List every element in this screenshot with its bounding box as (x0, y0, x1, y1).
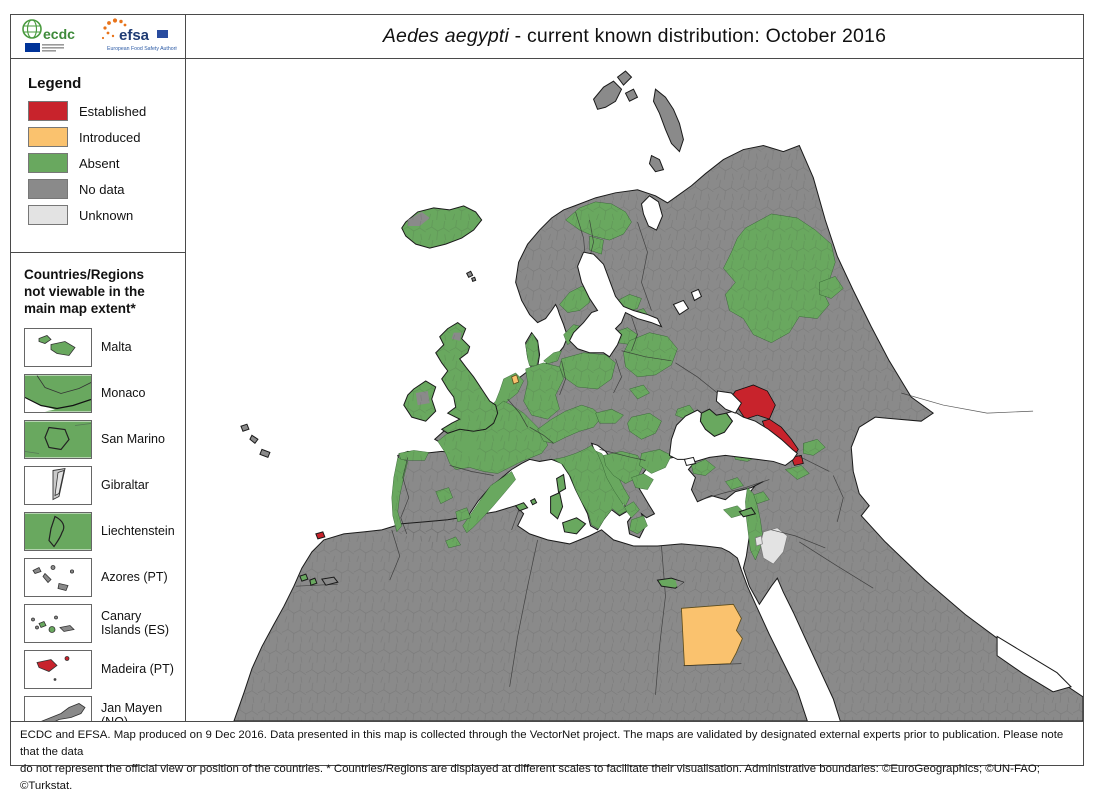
legend-swatch-introduced (28, 127, 68, 147)
page: ecdc efsa European Food Safety Authority… (10, 14, 1084, 793)
legend-label: Established (79, 103, 147, 119)
inset-regions-list: Countries/Regions not viewable in the ma… (11, 253, 185, 735)
madeira-inset-map (24, 649, 92, 689)
canary-islands-inset-map (24, 603, 92, 643)
legend-item-absent: Absent (28, 153, 185, 173)
legend-item-introduced: Introduced (28, 127, 185, 147)
legend-label: No data (79, 181, 125, 197)
efsa-wordmark: efsa (119, 27, 150, 44)
list-item-azores: Azores (PT) (24, 557, 177, 597)
list-item-gibraltar: Gibraltar (24, 465, 177, 505)
list-item-monaco: Monaco (24, 373, 177, 413)
liechtenstein-inset-map (24, 511, 92, 551)
legend-swatch-no-data (28, 179, 68, 199)
list-item-label: Gibraltar (101, 477, 149, 492)
gibraltar-inset-map (24, 465, 92, 505)
list-item-madeira: Madeira (PT) (24, 649, 177, 689)
europe-distribution-map (186, 59, 1083, 721)
region-azores (240, 423, 271, 459)
region-sardinia (550, 491, 564, 520)
legend-label: Unknown (79, 207, 134, 223)
ecdc-wordmark: ecdc (43, 26, 75, 42)
islands (240, 70, 757, 589)
region-corsica (556, 473, 567, 494)
legend-swatch-unknown (28, 205, 68, 225)
legend-item-unknown: Unknown (28, 205, 185, 225)
monaco-inset-map (24, 373, 92, 413)
ecdc-logo: ecdc (22, 18, 75, 52)
sea-of-marmara (683, 456, 697, 467)
region-sicily (561, 517, 587, 535)
efsa-logo: efsa European Food Safety Authority (101, 17, 177, 52)
legend: Legend Established Introduced Absent No … (11, 59, 185, 253)
legend-label: Absent (79, 155, 120, 171)
list-item-label: San Marino (101, 431, 165, 446)
baltic-sea (568, 251, 663, 358)
inset-regions-heading: Countries/Regions not viewable in the ma… (24, 267, 145, 316)
legend-item-established: Established (28, 101, 185, 121)
list-item-label: Azores (PT) (101, 569, 168, 584)
list-item-label: Canary Islands (ES) (101, 608, 170, 638)
list-item-label: Madeira (PT) (101, 661, 174, 676)
region-canary-east (321, 576, 339, 586)
region-cyprus (738, 507, 757, 518)
san-marino-inset-map (24, 419, 92, 459)
main-map (185, 58, 1084, 722)
inland-seas (568, 195, 1072, 693)
sidebar: Legend Established Introduced Absent No … (10, 58, 186, 735)
sea-of-azov (715, 390, 743, 414)
legend-item-no-data: No data (28, 179, 185, 199)
region-balearic-islands (514, 497, 538, 512)
footer-line-1: ECDC and EFSA. Map produced on 9 Dec 201… (20, 729, 1064, 759)
region-madeira (315, 531, 326, 540)
region-svalbard (592, 70, 639, 110)
list-item-liechtenstein: Liechtenstein (24, 511, 177, 551)
header-title-bar: Aedes aegypti - current known distributi… (185, 14, 1084, 59)
list-item-malta: Malta (24, 327, 177, 367)
region-novaya-zemlya (648, 88, 684, 173)
legend-swatch-established (28, 101, 68, 121)
legend-heading: Legend (28, 75, 82, 92)
page-title: Aedes aegypti - current known distributi… (383, 25, 886, 48)
black-sea (668, 409, 798, 467)
legend-swatch-absent (28, 153, 68, 173)
azores-inset-map (24, 557, 92, 597)
malta-inset-map (24, 327, 92, 367)
region-crimea (699, 408, 734, 437)
footer-line-2: do not represent the official view or po… (20, 763, 1040, 793)
region-crete-east (675, 580, 684, 588)
title-rest: - current known distribution: October 20… (509, 25, 887, 47)
list-item-label: Liechtenstein (101, 523, 175, 538)
species-name: Aedes aegypti (382, 25, 510, 47)
list-item-label: Monaco (101, 385, 146, 400)
region-canary-west (299, 573, 318, 586)
list-item-san-marino: San Marino (24, 419, 177, 459)
lake-onega (690, 288, 703, 302)
persian-gulf (996, 635, 1072, 693)
white-sea (640, 195, 663, 231)
list-item-label: Malta (101, 339, 132, 354)
legend-label: Introduced (79, 129, 141, 145)
region-faroe-islands (466, 270, 477, 282)
country-borders (295, 211, 1034, 695)
header-logos: ecdc efsa European Food Safety Authority (10, 14, 186, 59)
efsa-subtitle: European Food Safety Authority (107, 46, 177, 52)
list-item-canary-islands: Canary Islands (ES) (24, 603, 177, 643)
unknown-regions (754, 527, 788, 565)
lake-ladoga (672, 299, 690, 316)
footer-note: ECDC and EFSA. Map produced on 9 Dec 201… (10, 721, 1084, 792)
